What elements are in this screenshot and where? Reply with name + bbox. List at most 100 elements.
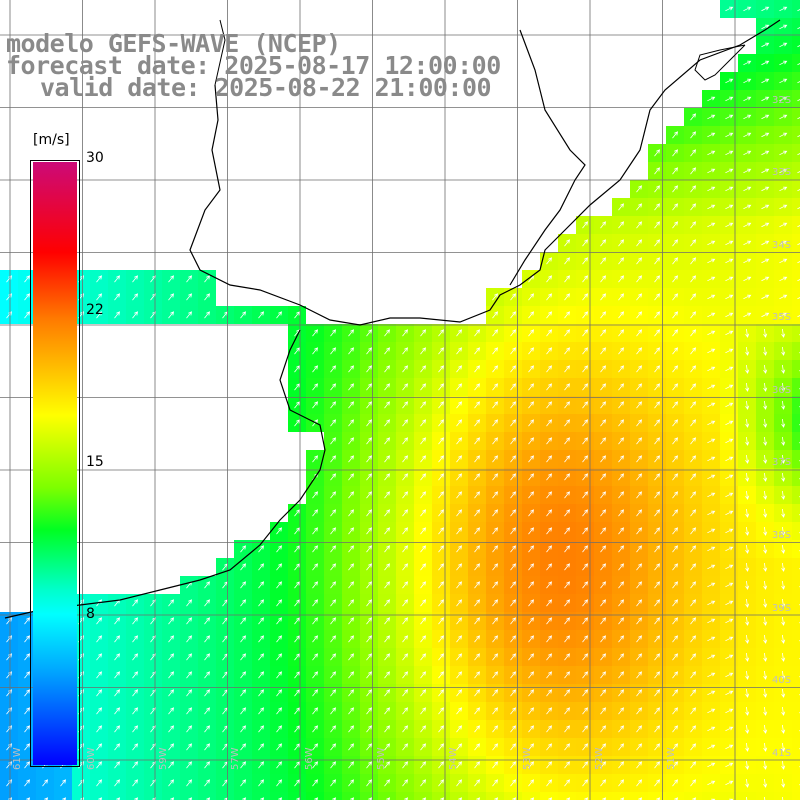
wind-arrow [492,455,499,463]
wind-arrow [366,437,373,445]
wind-arrow [456,689,463,697]
wind-arrow [779,150,788,156]
wind-arrow [420,509,427,517]
wind-arrow [582,689,589,697]
wind-arrow [240,725,247,733]
wind-arrow [132,743,139,751]
wind-arrow [672,167,679,175]
wind-arrow [456,635,463,643]
wind-arrow [618,455,625,463]
wind-arrow [330,689,337,697]
wind-arrow [781,634,786,644]
wind-arrow [168,275,175,283]
wind-arrow [384,473,391,481]
wind-arrow [296,797,301,800]
colorbar-tick-22: 22 [86,302,104,318]
wind-arrow [456,383,463,391]
wind-arrow [672,761,679,769]
wind-arrow [600,653,607,661]
wind-arrow [761,150,770,156]
wind-arrow [456,329,463,337]
wind-arrow [402,707,409,715]
wind-speed-cell [108,792,126,800]
wind-arrow [420,491,427,499]
wind-arrow [654,653,661,661]
wind-arrow [330,419,337,427]
wind-arrow [564,491,571,499]
wind-arrow [636,617,643,625]
wind-arrow [366,599,373,607]
wind-arrow [636,293,643,301]
wind-arrow [204,599,211,607]
wind-arrow [779,258,788,264]
wind-arrow [366,563,373,571]
wind-arrow [132,761,139,769]
wind-arrow [546,311,553,319]
wind-arrow [781,562,786,572]
wind-speed-cell [648,792,666,800]
wind-speed-cell [792,702,800,720]
wind-arrow [745,652,750,662]
wind-arrow [348,437,355,445]
wind-arrow [564,329,571,337]
wind-speed-cell [792,756,800,774]
wind-arrow [781,688,786,698]
wind-arrow [725,780,734,786]
wind-arrow [510,761,517,769]
wind-arrow [672,689,679,697]
lagoon-shore [509,29,586,286]
wind-arrow [707,582,716,588]
wind-arrow [707,366,716,372]
wind-arrow [366,365,373,373]
wind-arrow [745,634,750,644]
wind-arrow [600,239,607,247]
wind-arrow [707,132,716,138]
wind-arrow [366,779,373,787]
wind-arrow [96,293,103,301]
wind-arrow [707,438,716,444]
wind-arrow [582,581,589,589]
wind-arrow [707,114,716,120]
wind-arrow [492,347,499,355]
wind-arrow [654,365,661,373]
wind-arrow [781,706,786,716]
wind-arrow [564,383,571,391]
wind-arrow [114,653,121,661]
wind-arrow [132,671,139,679]
wind-arrow [654,203,661,211]
wind-arrow [438,581,445,589]
wind-arrow [546,545,553,553]
wind-arrow [438,347,445,355]
wind-arrow [474,779,481,787]
wind-arrow [330,383,337,391]
wind-arrow [258,689,265,697]
wind-arrow [402,419,409,427]
wind-arrow [402,617,409,625]
wind-arrow [186,707,193,715]
wind-arrow [530,797,535,800]
wind-arrow [510,599,517,607]
wind-arrow [582,275,589,283]
wind-arrow [420,527,427,535]
colorbar-gradient [33,162,77,765]
wind-arrow [564,455,571,463]
wind-arrow [276,311,283,319]
wind-arrow [168,311,175,319]
wind-arrow [456,761,463,769]
wind-speed-cell [342,792,360,800]
wind-arrow [654,725,661,733]
wind-arrow [294,779,301,787]
wind-arrow [294,365,301,373]
wind-arrow [348,689,355,697]
wind-arrow [654,779,661,787]
wind-arrow [582,383,589,391]
wind-arrow [690,635,697,643]
wind-arrow [763,598,768,608]
wind-arrow [348,329,355,337]
wind-arrow [546,743,553,751]
wind-arrow [763,742,768,752]
wind-arrow [564,509,571,517]
wind-arrow [564,293,571,301]
wind-arrow [636,491,643,499]
